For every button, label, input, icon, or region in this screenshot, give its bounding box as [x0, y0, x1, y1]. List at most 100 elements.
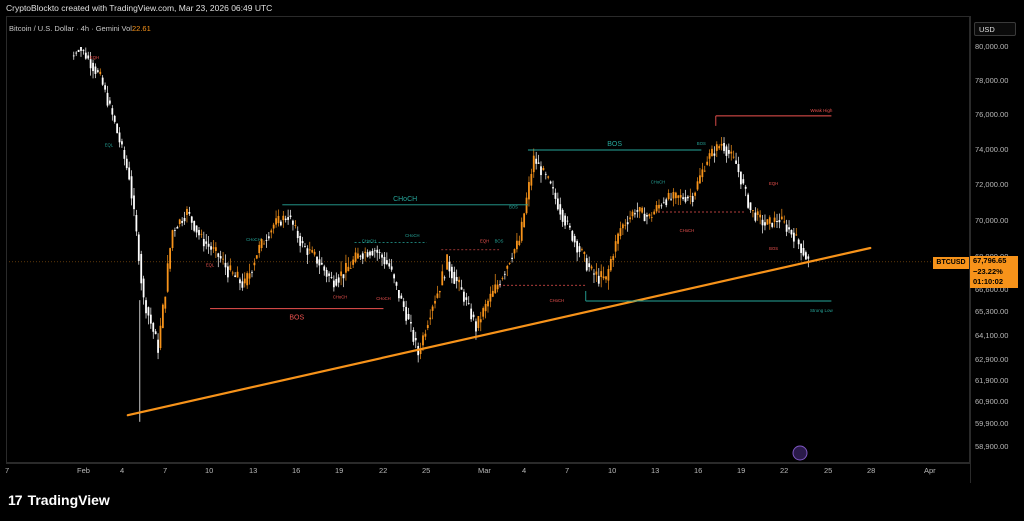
mini-structure-label: CHoCH	[405, 233, 419, 238]
candle-body	[174, 230, 176, 231]
candle-body	[773, 217, 776, 222]
candle-body	[455, 277, 458, 282]
candle-body	[282, 215, 285, 221]
price-tick-label: 62,900.00	[975, 355, 1009, 364]
candle-body	[518, 240, 521, 245]
candle-body	[301, 241, 304, 244]
candle-body	[552, 187, 554, 189]
candle-body	[672, 192, 675, 199]
candle-body	[354, 252, 357, 262]
candle-body	[629, 217, 631, 220]
candle-body	[364, 251, 367, 253]
candle-body	[161, 304, 164, 328]
candle-body	[636, 210, 639, 212]
structure-label: BOS	[289, 315, 304, 322]
candle-body	[795, 234, 798, 236]
mini-structure-label: EQH	[480, 239, 489, 244]
candle-body	[308, 249, 311, 251]
candle-body	[383, 257, 386, 265]
candle-body	[378, 252, 381, 253]
candle-body	[89, 59, 92, 69]
candle-body	[600, 271, 603, 278]
candle-body	[318, 259, 321, 266]
symbol-legend[interactable]: Bitcoin / U.S. Dollar · 4h · Gemini Vol2…	[9, 24, 151, 33]
time-tick-label: 13	[651, 466, 660, 475]
chart-pane[interactable]	[6, 16, 970, 463]
candle-body	[75, 52, 78, 54]
candle-body	[568, 225, 571, 228]
time-tick-label: 25	[422, 466, 431, 475]
candle-body	[342, 274, 345, 279]
candle-body	[243, 278, 246, 284]
candle-body	[453, 271, 456, 284]
candle-body	[458, 279, 461, 283]
candle-body	[780, 216, 783, 220]
candle-body	[142, 278, 145, 298]
candle-body	[718, 146, 721, 149]
time-axis[interactable]	[6, 463, 970, 484]
bar-countdown: 01:10:02	[973, 277, 1004, 286]
candle-body	[436, 293, 439, 298]
candle-body	[313, 251, 316, 255]
candle-body	[388, 263, 391, 267]
candle-body	[626, 222, 629, 225]
time-tick-label: 19	[335, 466, 344, 475]
candle-body	[376, 249, 379, 253]
candle-body	[800, 243, 802, 253]
time-tick-label: Mar	[478, 466, 491, 475]
candle-body	[422, 335, 424, 346]
candle-body	[284, 218, 287, 220]
candle-body	[222, 258, 224, 260]
candle-body	[491, 290, 494, 297]
mini-structure-label: CHoCH	[651, 179, 665, 184]
candle-body	[258, 244, 261, 254]
tradingview-mark-icon: 17	[8, 492, 23, 508]
trendline	[126, 246, 872, 417]
candle-body	[111, 108, 114, 115]
candle-body	[385, 260, 388, 264]
candle-body	[166, 263, 169, 292]
candle-body	[193, 221, 196, 231]
candle-body	[265, 240, 268, 241]
symbol-price-tag: BTCUSD	[933, 257, 969, 269]
candle-body	[802, 248, 805, 256]
candle-body	[742, 179, 745, 184]
candle-body	[140, 254, 143, 284]
candle-body	[597, 275, 600, 284]
candle-body	[477, 316, 480, 328]
candle-body	[267, 236, 270, 239]
mini-structure-label: CHoCH	[246, 237, 260, 242]
candle-body	[674, 192, 677, 199]
price-axis[interactable]	[970, 16, 1019, 483]
candle-body	[248, 273, 251, 279]
currency-button[interactable]: USD	[974, 22, 1016, 36]
time-tick-label: 10	[608, 466, 617, 475]
candle-body	[188, 212, 191, 214]
candle-body	[395, 282, 398, 286]
tradingview-logo[interactable]: 17 TradingView	[8, 492, 110, 508]
candle-body	[602, 276, 605, 279]
candle-body	[176, 227, 179, 229]
candle-body	[778, 220, 781, 223]
candle-body	[332, 280, 335, 288]
candle-body	[147, 307, 150, 316]
time-tick-label: 10	[205, 466, 214, 475]
candle-body	[624, 224, 627, 226]
candle-body	[487, 300, 489, 307]
candle-body	[328, 273, 330, 276]
candle-body	[253, 262, 256, 266]
candle-body	[506, 265, 509, 269]
candle-body	[720, 143, 723, 146]
candle-body	[96, 70, 99, 72]
candle-body	[352, 259, 355, 265]
candle-body	[682, 197, 684, 199]
candle-body	[549, 181, 552, 184]
candle-body	[677, 195, 680, 198]
candle-body	[513, 249, 516, 254]
candle-body	[771, 222, 774, 227]
volume-value: 22.61	[131, 24, 151, 33]
candle-body	[766, 219, 769, 225]
candle-body	[528, 182, 530, 200]
candle-body	[330, 277, 333, 278]
